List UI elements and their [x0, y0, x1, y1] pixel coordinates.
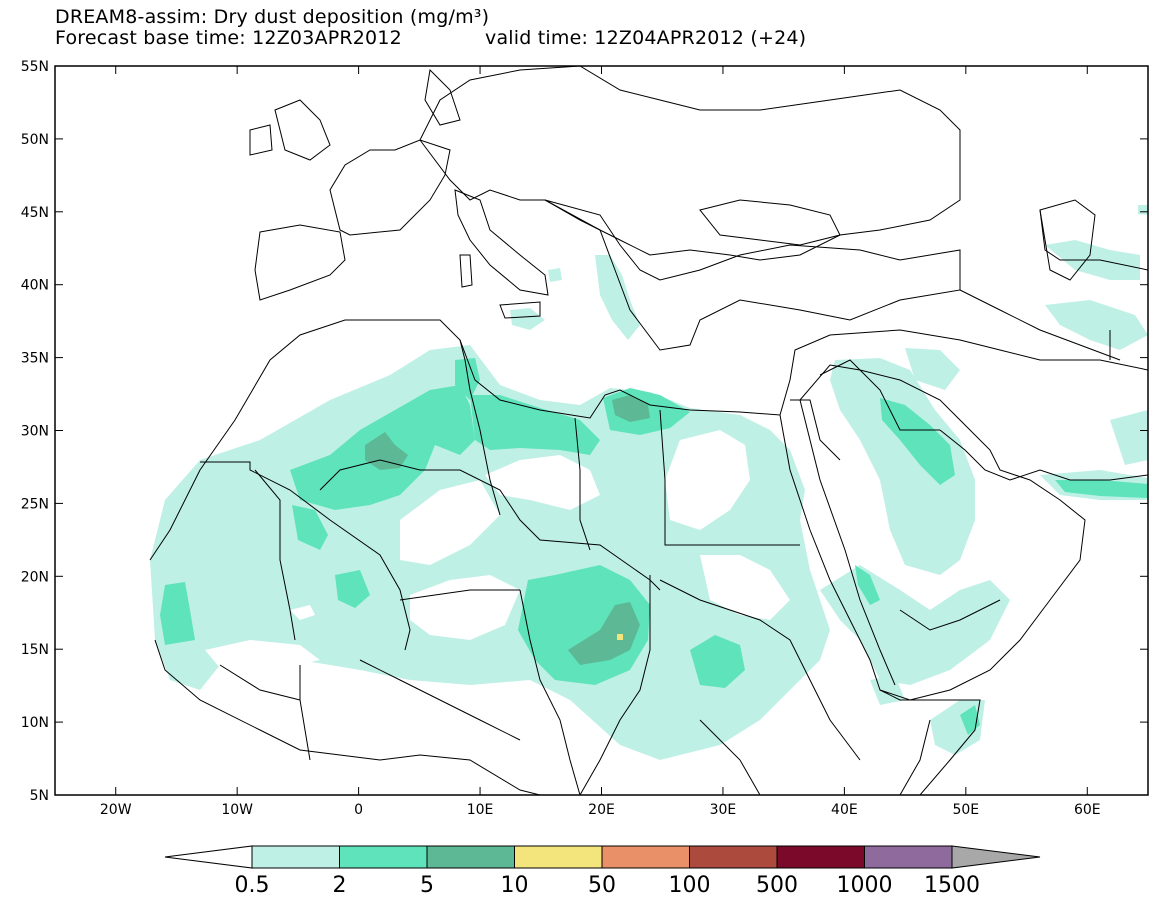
colorbar-swatch: [776, 845, 865, 869]
x-tick-label: 0: [354, 802, 363, 818]
colorbar-swatch: [864, 845, 953, 869]
colorbar-swatch: [601, 845, 690, 869]
colorbar-label: 50: [588, 873, 616, 898]
x-tick-label: 20W: [100, 802, 132, 818]
coastlines-borders: [149, 66, 1148, 795]
y-tick-label: 15N: [21, 642, 49, 658]
x-tick-label: 40E: [831, 802, 858, 818]
colorbar-low-triangle: [164, 845, 253, 869]
y-axis: 55N 50N 45N 40N 35N 30N 25N 20N 15N 10N 5N: [21, 59, 1148, 804]
dust-level-10-fill: [617, 634, 623, 640]
y-tick-label: 10N: [21, 715, 49, 731]
x-tick-label: 60E: [1074, 802, 1101, 818]
y-tick-label: 40N: [21, 278, 49, 294]
colorbar-label: 500: [756, 873, 798, 898]
colorbar-legend: 0.5 2 5 10 50 100 500 1000 1500: [164, 845, 1041, 898]
y-tick-label: 25N: [21, 496, 49, 512]
colorbar-swatch: [251, 845, 340, 869]
colorbar-label: 1000: [837, 873, 893, 898]
y-tick-label: 35N: [21, 351, 49, 367]
forecast-base-time: Forecast base time: 12Z03APR2012: [55, 27, 402, 49]
y-tick-label: 30N: [21, 424, 49, 440]
y-tick-label: 20N: [21, 569, 49, 585]
y-tick-label: 45N: [21, 205, 49, 221]
colorbar-swatch: [339, 845, 428, 869]
x-tick-label: 30E: [710, 802, 737, 818]
colorbar-swatch: [689, 845, 778, 869]
y-tick-label: 50N: [21, 132, 49, 148]
y-tick-label: 55N: [21, 59, 49, 75]
map-title: DREAM8-assim: Dry dust deposition (mg/m³…: [55, 6, 490, 28]
valid-time: valid time: 12Z04APR2012 (+24): [485, 27, 807, 49]
colorbar-label: 10: [501, 873, 529, 898]
colorbar-swatch: [426, 845, 515, 869]
x-axis: 20W 10W 0 10E 20E 30E 40E 50E 60E: [100, 66, 1101, 818]
colorbar-label: 1500: [924, 873, 980, 898]
colorbar-high-triangle: [951, 845, 1041, 869]
y-tick-label: 5N: [30, 788, 49, 804]
below-threshold-areas: [205, 430, 790, 668]
x-tick-label: 10E: [467, 802, 494, 818]
x-tick-label: 10W: [221, 802, 253, 818]
x-tick-label: 50E: [952, 802, 979, 818]
colorbar-label: 5: [420, 873, 434, 898]
dust-level-5-fill: [365, 395, 650, 665]
colorbar-label: 100: [669, 873, 711, 898]
colorbar-swatch: [514, 845, 603, 869]
colorbar-label: 0.5: [235, 873, 270, 898]
map-plot-area: [149, 66, 1148, 795]
colorbar-label: 2: [333, 873, 347, 898]
x-tick-label: 20E: [588, 802, 615, 818]
